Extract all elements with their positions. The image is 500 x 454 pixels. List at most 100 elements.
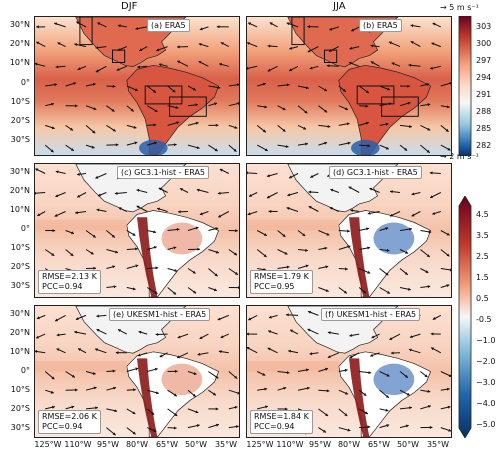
- wind-arrow-head: [404, 272, 408, 275]
- wind-arrow-head: [135, 264, 139, 268]
- wind-arrow-head: [289, 46, 293, 50]
- wind-arrow-head: [151, 411, 155, 415]
- rmse-value: RMSE=1.79 K: [254, 272, 309, 281]
- lat-label: 20°N: [9, 328, 30, 337]
- wind-arrow-head: [286, 265, 290, 269]
- wind-arrow-head: [114, 191, 118, 195]
- map-field: [247, 306, 451, 437]
- wind-arrow-head: [115, 250, 118, 254]
- column-title-jja: JJA: [333, 1, 346, 12]
- wind-arrow-head: [385, 227, 389, 231]
- wind-arrow-head: [391, 351, 394, 355]
- region-box: [112, 49, 126, 63]
- reference-arrow-label: 2 m s⁻¹: [449, 152, 479, 161]
- wind-arrow-head: [305, 248, 308, 252]
- stats-box: RMSE=2.06 K PCC=0.94: [38, 410, 101, 434]
- wind-arrow-head: [267, 195, 270, 199]
- wind-arrow-head: [330, 188, 334, 192]
- wind-arrow-head: [367, 270, 371, 274]
- andes-warm-bias: [349, 217, 370, 297]
- wind-arrow-head: [268, 209, 272, 213]
- wind-arrow-head: [157, 207, 160, 211]
- wind-arrow-head: [390, 190, 393, 194]
- wind-arrow-head: [133, 388, 136, 392]
- wind-arrow-head: [329, 207, 333, 210]
- wind-arrow-head: [197, 352, 201, 356]
- colorbar-tick: −1.0: [476, 336, 496, 345]
- wind-arrow-head: [367, 246, 370, 250]
- lat-label: 20°S: [10, 404, 30, 413]
- wind-arrow-head: [325, 265, 329, 269]
- wind-arrow-head: [267, 68, 271, 72]
- wind-arrow-head: [195, 121, 199, 125]
- wind-arrow-head: [55, 170, 59, 174]
- stats-box: RMSE=2.13 K PCC=0.94: [38, 270, 101, 294]
- wind-arrow-head: [93, 386, 97, 390]
- rmse-value: RMSE=2.13 K: [42, 272, 97, 281]
- wind-arrow-head: [97, 22, 101, 26]
- wind-arrow-head: [196, 188, 200, 192]
- wind-arrow-head: [135, 27, 139, 30]
- panel-label: (a) ERA5: [147, 19, 190, 32]
- wind-arrow-head: [52, 405, 55, 409]
- wind-arrow-head: [430, 332, 434, 336]
- region-box: [381, 96, 419, 117]
- wind-arrow-head: [50, 390, 54, 394]
- wind-arrow-head: [446, 253, 450, 257]
- wind-arrow-head: [343, 290, 347, 294]
- wind-arrow-head: [385, 408, 389, 412]
- wind-arrow-head: [411, 192, 415, 196]
- wind-arrow-head: [35, 168, 39, 172]
- wind-arrow-head: [136, 188, 140, 192]
- wind-arrow-head: [139, 48, 143, 51]
- wind-arrow-head: [390, 213, 393, 217]
- wind-arrow-head: [116, 68, 120, 71]
- wind-arrow-head: [218, 214, 222, 218]
- wind-arrow-head: [215, 250, 219, 254]
- wind-arrow-head: [220, 335, 224, 339]
- lat-label: 30°S: [10, 281, 30, 290]
- wind-arrow-head: [96, 208, 100, 212]
- wind-arrow-head: [367, 211, 371, 215]
- wind-arrow-head: [176, 121, 180, 125]
- wind-arrow-head: [428, 405, 431, 408]
- lon-label: 65°W: [367, 440, 391, 449]
- wind-arrow-head: [51, 253, 55, 256]
- wind-arrow-head: [327, 355, 331, 358]
- wind-arrow-head: [93, 266, 96, 270]
- colorbar-tick: 1.5: [476, 273, 489, 282]
- lon-label: 65°W: [155, 440, 179, 449]
- lon-label: 50°W: [184, 440, 208, 449]
- wind-arrow-head: [71, 231, 74, 235]
- wind-arrow-head: [427, 103, 431, 107]
- wind-arrow-head: [135, 247, 138, 251]
- wind-arrow-head: [73, 82, 77, 85]
- wind-arrow-head: [407, 84, 410, 88]
- wind-arrow-head: [449, 268, 451, 272]
- wind-arrow-head: [192, 393, 196, 397]
- wind-arrow-head: [367, 425, 371, 429]
- stats-box: RMSE=1.79 K PCC=0.95: [250, 270, 313, 294]
- wind-arrow-head: [427, 389, 431, 393]
- wind-arrow-head: [235, 425, 239, 429]
- panel-a-era5-djf: (a) ERA5: [34, 16, 240, 156]
- wind-arrow-head: [269, 22, 273, 26]
- wind-arrow-head: [432, 316, 436, 320]
- wind-arrow-head: [345, 107, 348, 111]
- wind-arrow-head: [112, 84, 116, 88]
- wind-arrow-head: [220, 42, 224, 45]
- wind-arrow-head: [347, 428, 351, 432]
- wind-arrow-head: [199, 336, 203, 339]
- wind-arrow-head: [406, 392, 410, 396]
- wind-arrow-head: [132, 411, 136, 414]
- wind-arrow-head: [158, 63, 162, 67]
- wind-arrow-head: [177, 45, 180, 49]
- wind-arrow-head: [263, 254, 267, 257]
- wind-arrow-head: [326, 64, 330, 68]
- wind-arrow-head: [212, 392, 216, 396]
- wind-arrow-head: [324, 88, 327, 92]
- wind-arrow-head: [324, 246, 328, 250]
- wind-arrow-head: [112, 265, 116, 269]
- wind-arrow-head: [447, 147, 451, 151]
- wind-arrow-head: [172, 89, 176, 93]
